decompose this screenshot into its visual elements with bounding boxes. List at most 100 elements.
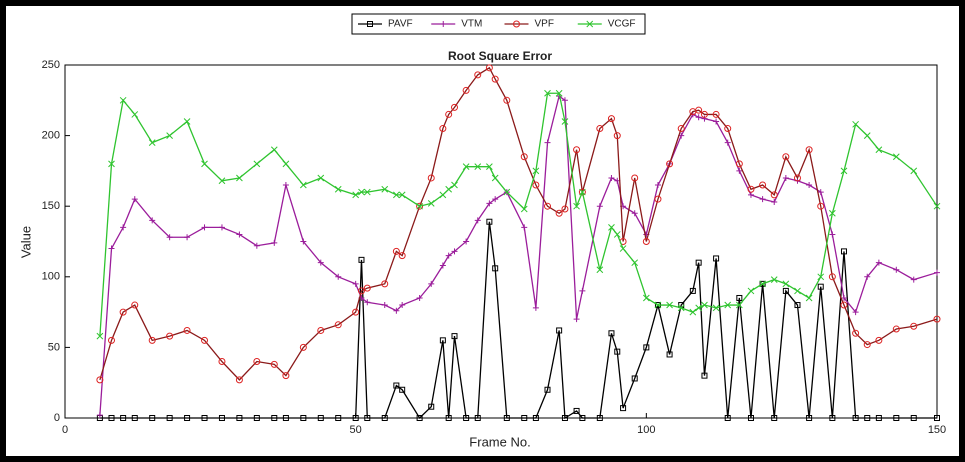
marker <box>491 174 499 182</box>
marker <box>735 301 743 309</box>
marker <box>579 415 586 421</box>
marker <box>573 407 580 414</box>
marker <box>782 174 789 181</box>
marker <box>666 160 674 168</box>
marker <box>817 189 824 196</box>
marker <box>317 326 325 334</box>
marker <box>643 344 650 351</box>
marker <box>561 205 569 213</box>
marker <box>747 287 755 295</box>
marker <box>108 245 115 252</box>
marker <box>300 238 307 245</box>
marker <box>654 195 662 203</box>
marker <box>364 415 371 421</box>
marker <box>910 415 917 421</box>
marker <box>631 259 639 267</box>
marker <box>793 174 801 182</box>
marker <box>352 280 359 287</box>
marker <box>713 118 720 125</box>
marker <box>300 415 307 421</box>
marker <box>218 415 225 421</box>
marker <box>544 202 552 210</box>
chart-title: Root Square Error <box>448 49 552 63</box>
marker <box>875 336 883 344</box>
marker <box>532 415 539 421</box>
legend <box>351 13 646 35</box>
marker <box>184 234 191 241</box>
marker <box>596 203 603 210</box>
marker <box>666 351 673 358</box>
marker <box>392 247 400 255</box>
marker <box>806 415 813 421</box>
marker <box>317 174 325 182</box>
marker <box>642 238 650 245</box>
marker <box>806 182 813 189</box>
marker <box>770 276 778 283</box>
marker <box>555 89 563 97</box>
y-tick-label: 150 <box>42 200 60 212</box>
marker <box>805 146 813 154</box>
y-tick-label: 50 <box>48 341 60 353</box>
marker <box>270 146 278 154</box>
x-tick-label: 100 <box>637 424 655 436</box>
marker <box>677 125 685 133</box>
y-tick-label: 0 <box>54 412 60 424</box>
marker <box>183 118 191 125</box>
marker <box>334 321 342 329</box>
marker <box>805 294 813 302</box>
marker <box>840 294 847 301</box>
marker <box>852 329 860 337</box>
marker <box>451 333 458 340</box>
marker <box>96 376 104 384</box>
marker <box>782 287 789 294</box>
marker <box>439 337 446 344</box>
marker <box>875 259 882 266</box>
marker <box>282 182 289 189</box>
marker <box>544 89 551 97</box>
legend-label: PAVF <box>388 19 413 30</box>
marker <box>701 115 708 122</box>
marker <box>334 185 342 193</box>
marker <box>416 415 423 421</box>
marker <box>521 415 528 421</box>
marker <box>578 188 586 196</box>
marker <box>317 415 324 421</box>
marker <box>393 307 400 314</box>
marker <box>463 415 470 421</box>
marker <box>736 167 743 174</box>
marker <box>148 336 156 344</box>
x-tick-label: 50 <box>350 424 362 436</box>
marker <box>474 217 481 224</box>
marker <box>934 269 940 276</box>
marker <box>462 163 470 171</box>
y-tick-label: 250 <box>42 59 60 71</box>
marker <box>450 103 458 111</box>
marker <box>782 280 790 288</box>
marker <box>782 153 790 161</box>
marker <box>381 302 388 309</box>
plot-area <box>64 64 938 419</box>
marker <box>439 191 447 199</box>
marker <box>759 196 766 203</box>
marker <box>561 97 568 104</box>
marker <box>166 234 173 241</box>
marker <box>183 326 191 334</box>
legend-marker <box>513 20 520 28</box>
marker <box>561 415 568 421</box>
marker <box>579 287 586 294</box>
marker <box>416 202 424 210</box>
marker <box>689 287 696 294</box>
marker <box>933 315 941 323</box>
marker <box>184 415 191 421</box>
marker <box>352 415 359 421</box>
marker <box>201 415 208 421</box>
marker <box>253 242 260 249</box>
marker <box>631 174 639 182</box>
marker <box>654 182 661 189</box>
marker <box>724 415 731 421</box>
marker <box>398 191 406 199</box>
marker <box>428 403 435 410</box>
marker <box>166 132 173 139</box>
marker <box>201 160 208 168</box>
marker <box>358 188 365 196</box>
